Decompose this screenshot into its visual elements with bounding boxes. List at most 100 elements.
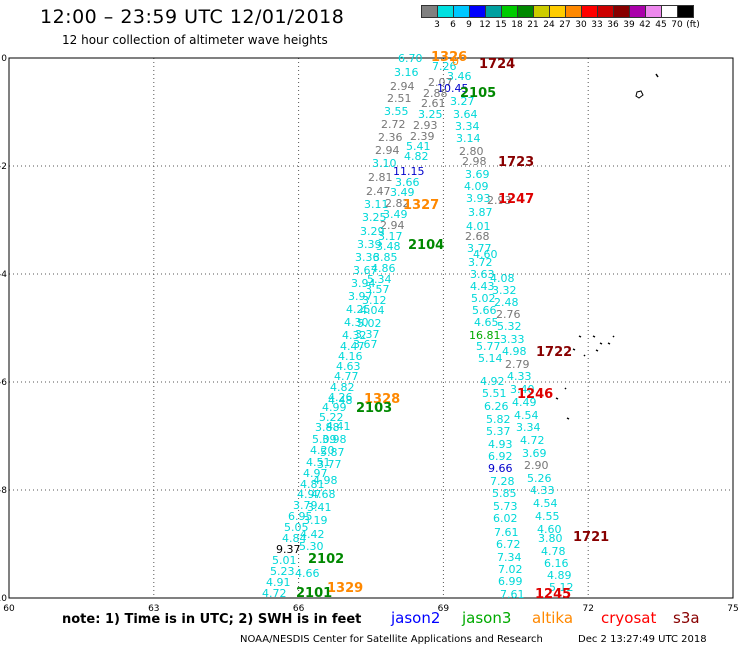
wave-height-value: 4.09 bbox=[464, 180, 489, 193]
satellite-altika: altika bbox=[532, 609, 574, 627]
wave-height-value: 5.66 bbox=[472, 304, 497, 317]
wave-height-value: 5.85 bbox=[492, 487, 517, 500]
map-title: 12:00 – 23:59 UTC 12/01/2018 bbox=[40, 6, 345, 28]
wave-height-value: 7.61 bbox=[500, 588, 525, 601]
wave-height-value: 2.88 bbox=[423, 87, 448, 100]
wave-height-value: 2.76 bbox=[496, 308, 521, 321]
wave-height-value: 5.73 bbox=[493, 500, 518, 513]
wave-height-value: 6.72 bbox=[496, 538, 521, 551]
map-grid bbox=[9, 58, 733, 598]
wave-height-value: 3.77 bbox=[467, 242, 492, 255]
wave-height-value: 5.82 bbox=[486, 413, 511, 426]
wave-height-value: 3.55 bbox=[384, 105, 409, 118]
wave-height-value: 3.69 bbox=[522, 447, 547, 460]
wave-height-value: 3.63 bbox=[470, 268, 495, 281]
satellite-cryosat: cryosat bbox=[601, 609, 657, 627]
wave-height-value: 5.01 bbox=[272, 554, 297, 567]
wave-height-value: 3.46 bbox=[447, 70, 472, 83]
wave-height-value: 5.12 bbox=[549, 581, 574, 594]
legend-label: 45 bbox=[655, 20, 667, 30]
wave-height-value: 3.87 bbox=[468, 206, 493, 219]
wave-height-value: 4.97 bbox=[303, 467, 328, 480]
wave-height-value: 2.72 bbox=[381, 118, 406, 131]
footer-timestamp: Dec 2 13:27:49 UTC 2018 bbox=[578, 634, 707, 645]
satellite-s3a: s3a bbox=[673, 609, 700, 627]
legend-label: 70 bbox=[671, 20, 683, 30]
wave-height-value: 4.32 bbox=[342, 329, 367, 342]
wave-height-value: 3.79 bbox=[293, 499, 318, 512]
wave-height-value: 5.37 bbox=[486, 425, 511, 438]
wave-height-value: 4.54 bbox=[514, 409, 539, 422]
wave-height-value: 6.70 bbox=[398, 52, 423, 65]
wave-height-value: 3.97 bbox=[348, 290, 373, 303]
wave-height-value: 4.43 bbox=[470, 280, 495, 293]
wave-height-value: 7.34 bbox=[497, 551, 522, 564]
wave-height-value: 2.93 bbox=[413, 119, 438, 132]
wave-height-value: 3.16 bbox=[394, 66, 419, 79]
track-time-label: 2102 bbox=[308, 552, 344, 567]
wave-height-value: 2.79 bbox=[505, 358, 530, 371]
wave-height-value: 5.09 bbox=[312, 433, 337, 446]
wave-height-value: 4.54 bbox=[533, 497, 558, 510]
wave-height-value: 3.80 bbox=[538, 532, 563, 545]
wave-height-value: 2.51 bbox=[387, 92, 412, 105]
wave-height-value: 3.11 bbox=[364, 198, 389, 211]
wave-height-value: 6.99 bbox=[498, 575, 523, 588]
wave-height-value: 16.81 bbox=[469, 329, 501, 342]
wave-height-value: 4.92 bbox=[480, 375, 505, 388]
y-tick-label: 0 bbox=[1, 54, 7, 64]
wave-height-value: 5.30 bbox=[299, 540, 324, 553]
wave-height-value: 4.97 bbox=[297, 488, 322, 501]
wave-height-value: 3.37 bbox=[355, 328, 380, 341]
track-time-label: 1327 bbox=[403, 198, 439, 213]
footer-credit: NOAA/NESDIS Center for Satellite Applica… bbox=[240, 634, 543, 645]
wave-height-value: 6.95 bbox=[288, 510, 313, 523]
wave-height-value: 5.02 bbox=[471, 292, 496, 305]
wave-height-value: 3.49 bbox=[390, 186, 415, 199]
plot-border bbox=[8, 57, 734, 599]
wave-height-value: 3.27 bbox=[450, 95, 475, 108]
wave-height-value: 4.60 bbox=[473, 248, 498, 261]
wave-height-value: 4.81 bbox=[300, 478, 325, 491]
wave-height-value: 4.93 bbox=[488, 438, 513, 451]
wave-height-value: 3.19 bbox=[303, 514, 328, 527]
track-time-label: 2105 bbox=[460, 86, 496, 101]
wave-height-value: 4.72 bbox=[520, 434, 545, 447]
wave-height-value: 4.48 bbox=[328, 394, 353, 407]
legend-label: 18 bbox=[511, 20, 523, 30]
map-subtitle: 12 hour collection of altimeter wave hei… bbox=[62, 33, 328, 47]
track-time-label: 1329 bbox=[327, 581, 363, 596]
legend-label: 33 bbox=[591, 20, 603, 30]
wave-height-value: 4.47 bbox=[340, 340, 365, 353]
track-time-label: 2101 bbox=[296, 586, 332, 601]
wave-height-value: 3.48 bbox=[376, 240, 401, 253]
map-frame bbox=[8, 57, 734, 599]
wave-height-value: 4.98 bbox=[502, 345, 527, 358]
wave-height-value: 4.68 bbox=[311, 488, 336, 501]
wave-height-value: 5.22 bbox=[319, 411, 344, 424]
track-time-label: 1247 bbox=[498, 192, 534, 207]
wave-height-value: 2.82 bbox=[385, 197, 410, 210]
track-time-label: 1326 bbox=[431, 50, 467, 65]
wave-height-value: 3.32 bbox=[492, 284, 517, 297]
wave-height-value: 2.80 bbox=[459, 145, 484, 158]
wave-height-value: 2.61 bbox=[421, 97, 446, 110]
wave-height-value: 3.85 bbox=[373, 251, 398, 264]
wave-height-value: 4.55 bbox=[535, 510, 560, 523]
wave-height-value: 4.91 bbox=[266, 576, 291, 589]
legend-label: 24 bbox=[543, 20, 555, 30]
wave-height-value: 3.98 bbox=[322, 433, 347, 446]
legend-label: 42 bbox=[639, 20, 651, 30]
track-time-label: 1723 bbox=[498, 155, 534, 170]
legend-label: 39 bbox=[623, 20, 635, 30]
wave-height-value: 3.25 bbox=[362, 211, 387, 224]
y-tick-label: -6 bbox=[0, 378, 7, 388]
wave-height-value: 4.63 bbox=[336, 360, 361, 373]
wave-height-value: 7.28 bbox=[490, 475, 515, 488]
wave-height-value: 3.12 bbox=[362, 294, 387, 307]
track-time-label: 1245 bbox=[535, 587, 571, 602]
wave-height-value: 4.99 bbox=[322, 401, 347, 414]
legend-label: 15 bbox=[495, 20, 507, 30]
legend-label: 9 bbox=[466, 20, 472, 30]
